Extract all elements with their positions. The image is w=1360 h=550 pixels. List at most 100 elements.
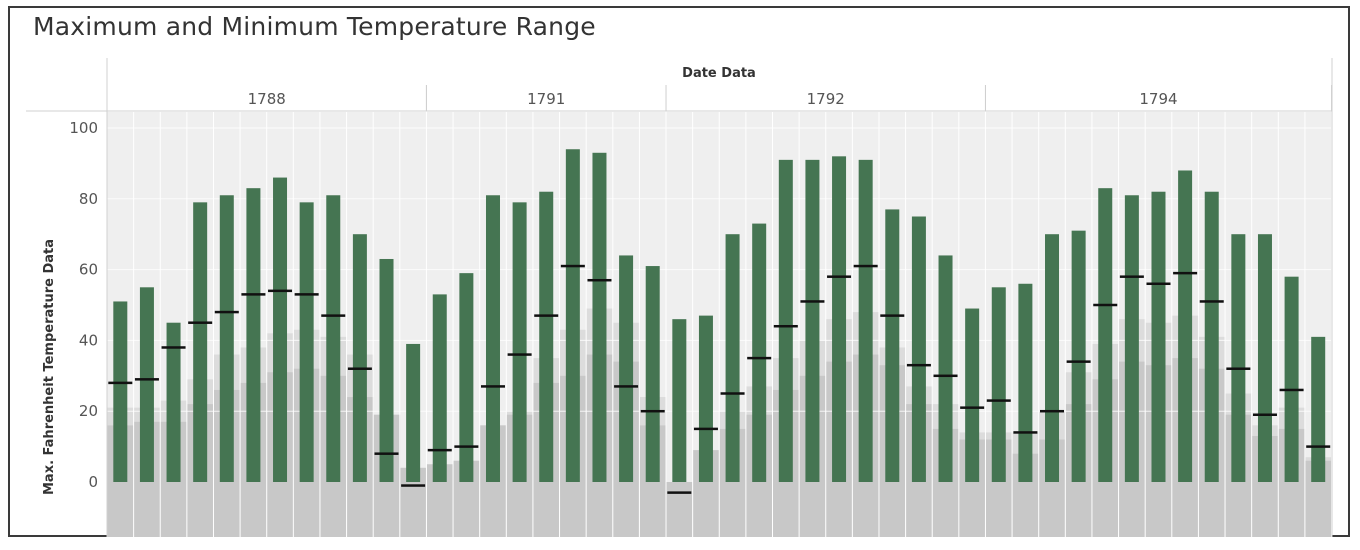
min-temp-marker <box>534 314 559 317</box>
max-temp-bar <box>832 156 847 482</box>
max-temp-bar <box>991 287 1006 482</box>
min-temp-marker <box>161 346 186 349</box>
max-temp-bar <box>965 308 980 482</box>
min-temp-marker <box>374 452 399 455</box>
min-marker-layer <box>108 264 1331 494</box>
min-temp-marker <box>1013 431 1038 434</box>
max-temp-bar <box>592 152 607 482</box>
max-temp-bar <box>938 255 953 482</box>
min-temp-marker <box>1252 413 1277 416</box>
min-temp-marker <box>1226 367 1251 370</box>
y-tick-label: 40 <box>79 331 98 349</box>
min-temp-marker <box>188 321 213 324</box>
max-temp-bar <box>326 195 341 482</box>
column-header: Date Data 1788 1791 1792 1794 <box>26 58 1333 537</box>
y-tick-label: 60 <box>79 261 98 279</box>
max-temp-bar <box>725 234 740 482</box>
max-temp-bar <box>1151 191 1166 482</box>
max-temp-bar <box>1045 234 1060 482</box>
min-temp-marker <box>587 278 612 282</box>
max-temp-bar <box>166 322 181 482</box>
min-temp-marker <box>268 289 293 293</box>
max-temp-bar <box>645 266 660 482</box>
min-temp-marker <box>347 367 372 370</box>
chart-title: Maximum and Minimum Temperature Range <box>33 12 596 41</box>
min-temp-marker <box>134 378 159 381</box>
max-temp-bar <box>1124 195 1139 482</box>
min-temp-marker <box>294 293 319 296</box>
min-temp-marker <box>480 385 505 388</box>
max-temp-bar <box>273 177 288 482</box>
min-temp-marker <box>853 264 878 268</box>
max-temp-bar <box>1284 276 1299 482</box>
max-temp-bar <box>778 159 793 483</box>
y-tick-label: 0 <box>88 473 98 491</box>
min-temp-marker <box>880 314 905 317</box>
y-tick-label: 100 <box>69 119 98 137</box>
max-temp-bar <box>1204 191 1219 482</box>
min-temp-marker <box>1199 300 1224 303</box>
max-temp-bar <box>1178 170 1193 483</box>
min-temp-marker <box>108 381 133 385</box>
min-temp-marker <box>1279 388 1304 392</box>
max-temp-bar <box>1071 230 1086 482</box>
min-temp-marker <box>720 392 745 395</box>
min-temp-marker <box>773 324 798 328</box>
min-temp-marker <box>1119 275 1144 278</box>
max-temp-bar <box>1257 234 1272 482</box>
max-temp-bar <box>539 191 554 482</box>
min-temp-marker <box>454 445 479 448</box>
max-temp-bar <box>752 223 767 482</box>
min-temp-marker <box>933 374 958 378</box>
max-temp-bar <box>1018 283 1033 482</box>
min-temp-marker <box>986 399 1011 402</box>
max-temp-bar <box>379 258 394 482</box>
max-temp-bar <box>512 202 527 482</box>
max-temp-bar <box>459 273 474 482</box>
y-tick-label: 20 <box>79 402 98 420</box>
max-temp-bar <box>565 149 580 483</box>
max-temp-bar <box>1098 188 1113 482</box>
y-axis-title: Max. Fahrenheit Temperature Data <box>42 239 57 495</box>
min-temp-marker <box>214 310 239 314</box>
max-temp-bar <box>698 315 713 482</box>
min-temp-marker <box>1093 303 1118 307</box>
min-temp-marker <box>827 275 852 278</box>
min-temp-marker <box>507 353 532 356</box>
max-temp-bar <box>485 195 500 482</box>
min-temp-marker <box>906 363 931 367</box>
max-temp-bar <box>672 319 687 482</box>
max-temp-bar <box>113 301 128 482</box>
max-temp-bar <box>406 343 421 482</box>
max-temp-bar <box>885 209 900 483</box>
max-temp-bar <box>619 255 634 482</box>
min-temp-marker <box>1146 282 1171 286</box>
max-temp-bar <box>1231 234 1246 482</box>
min-temp-marker <box>427 448 452 452</box>
y-tick-label: 80 <box>79 190 98 208</box>
max-temp-bar <box>432 294 447 482</box>
min-temp-marker <box>1066 360 1091 363</box>
max-temp-bar <box>219 195 234 482</box>
year-header-1788: 1788 <box>248 90 286 108</box>
max-temp-bar <box>193 202 208 482</box>
min-temp-marker <box>960 406 985 409</box>
min-temp-marker <box>747 356 772 360</box>
max-temp-bar <box>1311 336 1326 482</box>
max-temp-bar <box>352 234 367 482</box>
column-header-title: Date Data <box>682 66 756 81</box>
min-temp-marker <box>241 293 266 296</box>
max-temp-bar <box>911 216 926 482</box>
min-temp-marker <box>1173 271 1198 275</box>
min-temp-marker <box>640 409 665 413</box>
min-temp-marker <box>401 484 426 487</box>
min-temp-marker <box>693 427 718 431</box>
max-temp-bar <box>246 188 261 482</box>
year-header-1794: 1794 <box>1139 90 1177 108</box>
min-temp-marker <box>614 385 639 388</box>
min-temp-marker <box>1040 409 1065 413</box>
y-axis: 0 20 40 60 80 100 <box>69 119 98 491</box>
max-temp-bar <box>805 159 820 483</box>
year-header-1792: 1792 <box>807 90 845 108</box>
